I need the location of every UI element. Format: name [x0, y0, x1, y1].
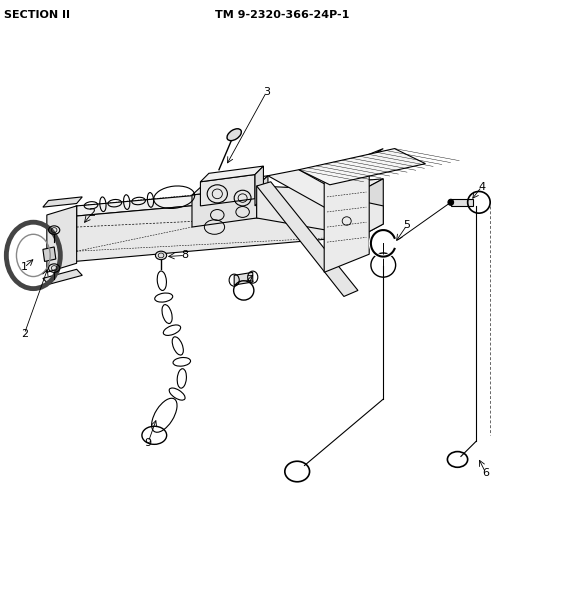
Polygon shape [255, 166, 263, 206]
Polygon shape [192, 175, 268, 195]
Polygon shape [324, 158, 369, 272]
Text: 8: 8 [182, 250, 189, 260]
Polygon shape [257, 175, 268, 218]
Polygon shape [47, 206, 77, 272]
Polygon shape [268, 170, 367, 215]
Polygon shape [43, 269, 82, 284]
Polygon shape [192, 186, 257, 227]
Ellipse shape [448, 199, 453, 205]
Polygon shape [54, 191, 361, 263]
Text: 2: 2 [89, 208, 95, 218]
Polygon shape [361, 178, 384, 236]
Polygon shape [57, 215, 73, 254]
Text: 4: 4 [478, 182, 485, 192]
Text: 3: 3 [263, 88, 270, 97]
Polygon shape [451, 198, 473, 206]
Polygon shape [234, 272, 253, 285]
Polygon shape [324, 149, 384, 175]
Text: 2: 2 [21, 329, 28, 339]
Polygon shape [43, 247, 56, 261]
Text: TM 9-2320-366-24P-1: TM 9-2320-366-24P-1 [215, 10, 349, 20]
Polygon shape [54, 206, 77, 263]
Text: SECTION II: SECTION II [3, 10, 69, 20]
Polygon shape [54, 178, 384, 218]
Text: 7: 7 [246, 275, 253, 284]
Ellipse shape [227, 129, 241, 140]
Polygon shape [200, 166, 263, 181]
Text: 6: 6 [482, 468, 489, 478]
Polygon shape [299, 149, 425, 185]
Ellipse shape [156, 251, 167, 260]
Polygon shape [257, 182, 358, 296]
Polygon shape [43, 197, 82, 207]
Text: 1: 1 [21, 263, 28, 272]
Text: 5: 5 [403, 220, 411, 231]
Polygon shape [257, 186, 384, 236]
Polygon shape [200, 174, 255, 206]
Text: 9: 9 [144, 437, 152, 448]
